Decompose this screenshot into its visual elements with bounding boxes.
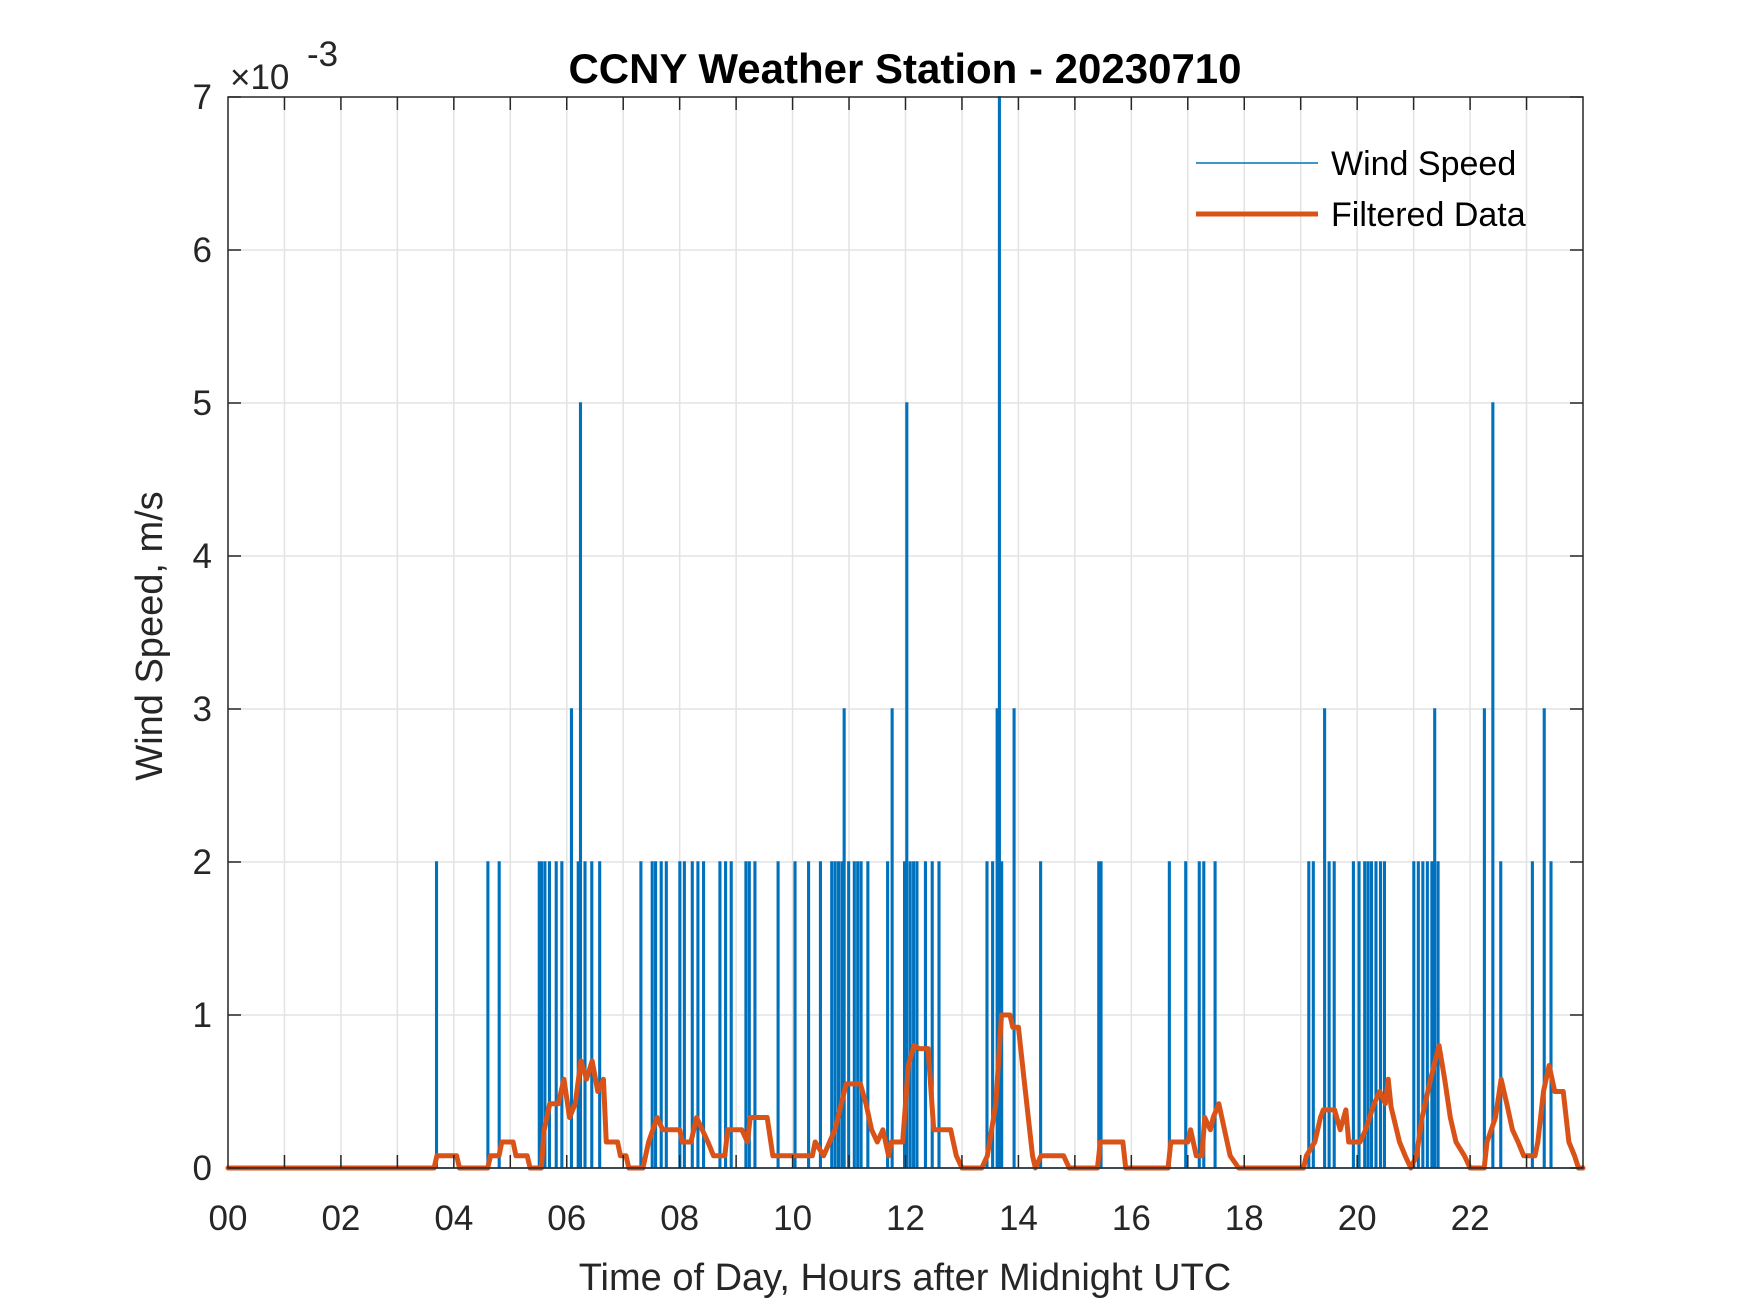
y-tick-label: 4 (193, 537, 212, 576)
y-tick-label: 5 (193, 384, 212, 423)
x-tick-label: 10 (773, 1199, 812, 1238)
x-tick-label: 20 (1338, 1199, 1377, 1238)
y-exponent-power: -3 (307, 35, 338, 74)
x-tick-labels: 00 02 04 06 08 10 12 14 16 18 20 22 (209, 1199, 1490, 1238)
y-tick-label: 7 (193, 78, 212, 117)
y-tick-label: 0 (193, 1149, 212, 1188)
y-tick-label: 1 (193, 996, 212, 1035)
legend: Wind Speed Filtered Data (1196, 145, 1526, 234)
axis-ticks (228, 96, 1583, 1169)
legend-wind-speed-label: Wind Speed (1331, 145, 1516, 183)
x-tick-label: 02 (321, 1199, 360, 1238)
y-tick-label: 2 (193, 843, 212, 882)
filtered-data-series (225, 1012, 1586, 1171)
x-tick-label: 14 (999, 1199, 1038, 1238)
legend-filtered-data-label: Filtered Data (1331, 196, 1526, 234)
y-axis-label: Wind Speed, m/s (129, 491, 171, 780)
chart-title: CCNY Weather Station - 20230710 (568, 45, 1241, 92)
wind-speed-series (228, 96, 1583, 1169)
x-tick-label: 12 (886, 1199, 925, 1238)
y-tick-label: 3 (193, 690, 212, 729)
filtered-data-line (225, 1012, 1586, 1171)
x-tick-label: 18 (1225, 1199, 1264, 1238)
x-tick-label: 22 (1451, 1199, 1490, 1238)
x-tick-label: 00 (209, 1199, 248, 1238)
x-tick-label: 06 (547, 1199, 586, 1238)
y-exponent-base: ×10 (230, 58, 289, 97)
x-tick-label: 16 (1112, 1199, 1151, 1238)
x-axis-label: Time of Day, Hours after Midnight UTC (579, 1257, 1232, 1299)
wind-speed-line (228, 96, 1583, 1169)
x-tick-label: 04 (434, 1199, 473, 1238)
y-tick-label: 6 (193, 231, 212, 270)
y-tick-labels: 0 1 2 3 4 5 6 7 (193, 78, 212, 1188)
x-tick-label: 08 (660, 1199, 699, 1238)
